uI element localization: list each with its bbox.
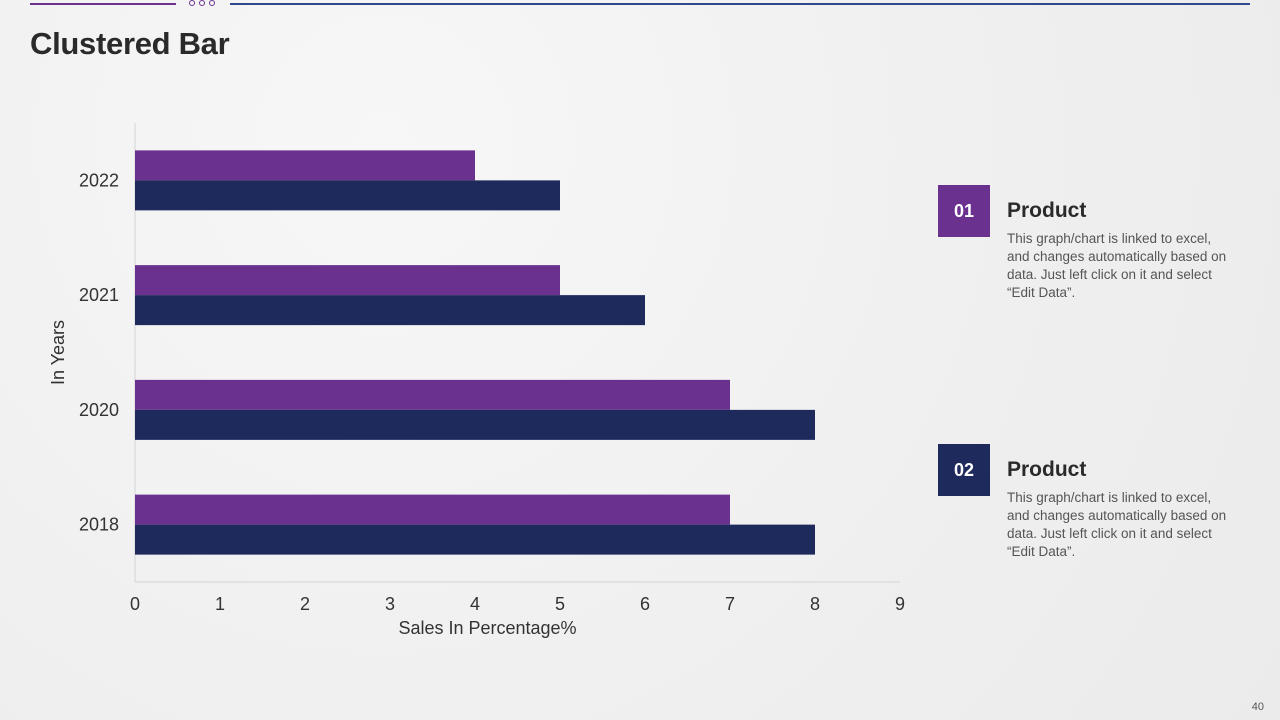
bar-2021-series-1: [135, 265, 560, 296]
slide-title: Clustered Bar: [30, 26, 230, 61]
x-tick-label-5: 5: [555, 594, 565, 614]
x-tick-label-3: 3: [385, 594, 395, 614]
x-tick-label-6: 6: [640, 594, 650, 614]
x-tick-label-0: 0: [130, 594, 140, 614]
bar-2022-series-1: [135, 150, 475, 181]
x-tick-label-9: 9: [895, 594, 905, 614]
y-tick-label-2018: 2018: [79, 515, 119, 535]
legend-title-1: Product: [1007, 199, 1087, 222]
page-number: 40: [1251, 701, 1264, 713]
y-tick-label-2021: 2021: [79, 285, 119, 305]
top-accent-line-left: [30, 3, 176, 5]
x-tick-label-4: 4: [470, 594, 480, 614]
top-accent-dots: [189, 0, 215, 6]
bar-2020-series-2: [135, 409, 815, 440]
bar-2022-series-2: [135, 180, 560, 211]
bar-2018-series-2: [135, 524, 815, 555]
x-tick-label-7: 7: [725, 594, 735, 614]
x-tick-label-8: 8: [810, 594, 820, 614]
legend-description-1: This graph/chart is linked to excel, and…: [1007, 231, 1227, 300]
x-tick-label-1: 1: [215, 594, 225, 614]
legend-badge-2: 02: [938, 444, 990, 496]
y-axis-title: In Years: [48, 320, 68, 385]
bar-2021-series-2: [135, 295, 645, 326]
x-tick-label-2: 2: [300, 594, 310, 614]
legend-badge-1: 01: [938, 185, 990, 237]
y-tick-label-2020: 2020: [79, 400, 119, 420]
x-axis-title: Sales In Percentage%: [398, 618, 576, 638]
legend-description-2: This graph/chart is linked to excel, and…: [1007, 490, 1227, 559]
y-tick-label-2022: 2022: [79, 170, 119, 190]
top-accent-line-right: [230, 3, 1250, 5]
bar-2018-series-1: [135, 494, 730, 525]
legend-title-2: Product: [1007, 458, 1087, 481]
bar-2020-series-1: [135, 379, 730, 410]
